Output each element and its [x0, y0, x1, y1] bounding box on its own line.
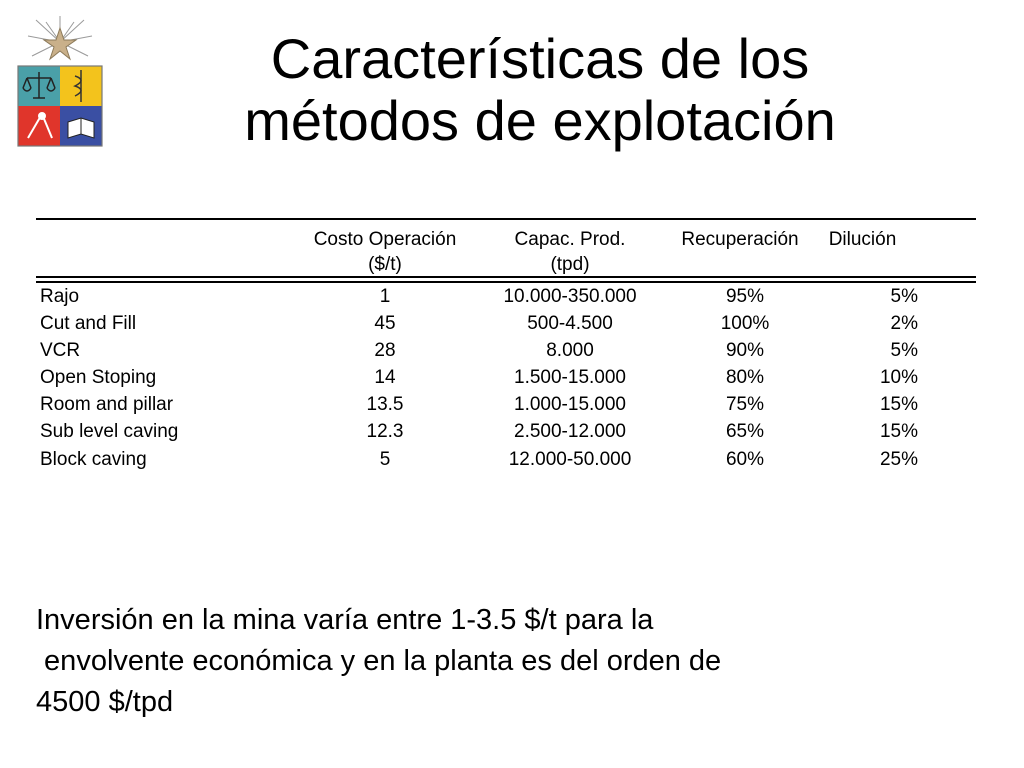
row-method: Room and pillar [40, 394, 174, 415]
table-row: Open Stoping 14 1.500-15.000 80% 10% [0, 364, 1024, 391]
row-production-capacity: 12.000-50.000 [508, 449, 632, 470]
row-recovery: 90% [725, 340, 765, 361]
row-dilution: 2% [890, 313, 918, 334]
row-recovery: 60% [725, 449, 765, 470]
table-row: Sub level caving 12.3 2.500-12.000 65% 1… [0, 418, 1024, 445]
row-production-capacity: 500-4.500 [527, 313, 613, 334]
investment-note-line-1: Inversión en la mina varía entre 1-3.5 $… [36, 604, 654, 636]
header-operating-cost-label: Costo Operación [313, 229, 457, 250]
header-production-capacity-label: Capac. Prod. [514, 229, 626, 250]
row-dilution: 10% [879, 367, 918, 388]
row-method: Cut and Fill [40, 313, 137, 334]
investment-note: Inversión en la mina varía entre 1-3.5 $… [36, 600, 996, 723]
header-rule-2 [36, 281, 976, 283]
row-method: Open Stoping [40, 367, 157, 388]
header-operating-cost: Costo Operación ($/t) [300, 227, 470, 277]
row-operating-cost: 1 [379, 286, 391, 307]
header-dilution-label: Dilución [828, 229, 897, 250]
row-recovery: 65% [725, 421, 765, 442]
row-operating-cost: 5 [379, 449, 391, 470]
row-dilution: 15% [879, 394, 918, 415]
header-production-capacity: Capac. Prod. (tpd) [490, 227, 650, 277]
table-row: Room and pillar 13.5 1.000-15.000 75% 15… [0, 391, 1024, 418]
table-row: Block caving 5 12.000-50.000 60% 25% [0, 446, 1024, 473]
header-dilution: Dilución [815, 227, 910, 252]
row-production-capacity: 10.000-350.000 [503, 286, 637, 307]
row-production-capacity: 1.500-15.000 [514, 367, 626, 388]
table-row: Rajo 1 10.000-350.000 95% 5% [0, 283, 1024, 310]
header-rule-1 [36, 276, 976, 278]
row-operating-cost: 28 [374, 340, 396, 361]
row-dilution: 15% [879, 421, 918, 442]
row-dilution: 25% [879, 449, 918, 470]
investment-note-line-3: 4500 $/tpd [36, 686, 174, 718]
investment-note-line-2: envolvente económica y en la planta es d… [36, 645, 722, 677]
row-dilution: 5% [890, 340, 918, 361]
university-logo [14, 14, 106, 154]
table-row: Cut and Fill 45 500-4.500 100% 2% [0, 310, 1024, 337]
row-operating-cost: 14 [374, 367, 396, 388]
table-row: VCR 28 8.000 90% 5% [0, 337, 1024, 364]
slide-title-line-1: Características de los [270, 27, 810, 90]
row-method: VCR [40, 340, 81, 361]
table-top-rule [36, 218, 976, 220]
row-operating-cost: 12.3 [366, 421, 404, 442]
row-recovery: 100% [720, 313, 770, 334]
header-operating-cost-unit: ($/t) [368, 254, 402, 275]
university-coat-of-arms-icon [17, 16, 103, 147]
header-production-capacity-unit: (tpd) [550, 254, 590, 275]
row-recovery: 95% [725, 286, 765, 307]
row-dilution: 5% [890, 286, 918, 307]
row-production-capacity: 2.500-12.000 [514, 421, 626, 442]
row-operating-cost: 13.5 [366, 394, 404, 415]
slide-title-line-2: métodos de explotación [244, 89, 836, 152]
header-recovery-label: Recuperación [681, 229, 799, 250]
header-recovery: Recuperación [665, 227, 815, 252]
slide-title: Características de los métodos de explot… [140, 28, 940, 152]
row-recovery: 80% [725, 367, 765, 388]
row-method: Sub level caving [40, 421, 179, 442]
row-operating-cost: 45 [374, 313, 396, 334]
row-method: Block caving [40, 449, 147, 470]
row-method: Rajo [40, 286, 80, 307]
row-production-capacity: 1.000-15.000 [514, 394, 626, 415]
row-recovery: 75% [725, 394, 765, 415]
row-production-capacity: 8.000 [546, 340, 594, 361]
